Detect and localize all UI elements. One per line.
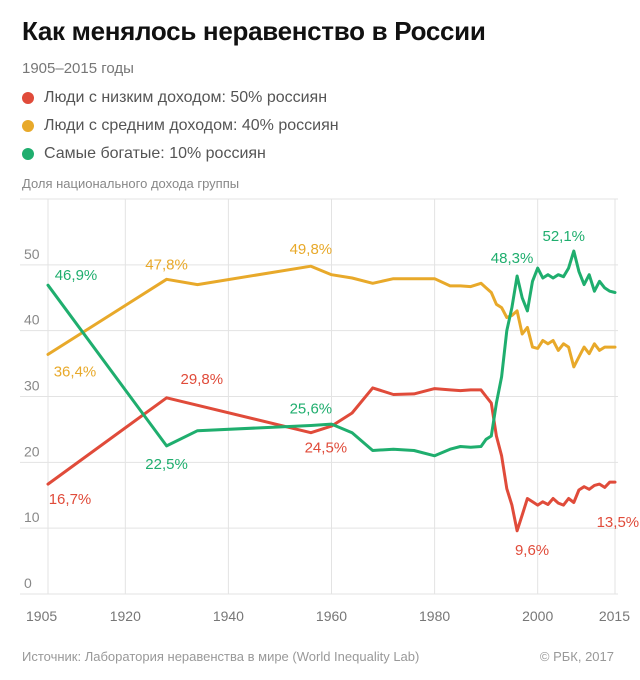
y-axis-label: Доля национального дохода группы <box>22 176 240 191</box>
chart-subtitle: 1905–2015 годы <box>22 60 134 77</box>
data-label-middle-income-1905: 36,4% <box>54 363 97 380</box>
x-tick-label-2015: 2015 <box>599 608 630 624</box>
legend-label-middle-income: Люди с средним доходом: 40% россиян <box>44 117 339 134</box>
y-tick-label-30: 30 <box>24 378 40 394</box>
data-label-richest-1905: 46,9% <box>55 267 98 284</box>
data-label-richest-2007: 52,1% <box>542 228 585 245</box>
legend-dot-low-income <box>22 92 34 104</box>
copyright: © РБК, 2017 <box>539 649 614 664</box>
data-label-low-income-1996: 9,6% <box>515 542 549 559</box>
x-tick-label-1940: 1940 <box>213 608 244 624</box>
footer: Источник: Лаборатория неравенства в мире… <box>22 649 614 664</box>
legend-item-richest: Самые богатые: 10% россиян <box>22 140 339 168</box>
legend-item-low-income: Люди с низким доходом: 50% россиян <box>22 84 339 112</box>
x-tick-label-1920: 1920 <box>110 608 141 624</box>
y-tick-label-50: 50 <box>24 246 40 262</box>
legend-label-low-income: Люди с низким доходом: 50% россиян <box>44 89 328 106</box>
data-label-low-income-2006: 13,5% <box>597 514 640 531</box>
series-line-middle-income <box>46 264 617 369</box>
legend-dot-richest <box>22 148 34 160</box>
source-note: Источник: Лаборатория неравенства в мире… <box>22 649 420 664</box>
legend: Люди с низким доходом: 50% россиян Люди … <box>22 84 339 168</box>
y-tick-label-10: 10 <box>24 509 40 525</box>
chart-title: Как менялось неравенство в России <box>22 16 486 46</box>
x-tick-label-1905: 1905 <box>26 608 57 624</box>
x-tick-label-1980: 1980 <box>419 608 450 624</box>
data-label-low-income-1956: 24,5% <box>305 440 348 457</box>
y-tick-label-20: 20 <box>24 443 40 459</box>
data-label-richest-1996: 48,3% <box>491 250 534 267</box>
line-chart: 0 10 20 30 40 50 60 1905 1920 1940 1960 1980 2000 201… <box>20 195 640 624</box>
x-tick-label-2000: 2000 <box>522 608 553 624</box>
data-label-richest-1928: 22,5% <box>145 456 188 473</box>
data-label-richest-1956: 25,6% <box>290 400 333 417</box>
y-tick-label-40: 40 <box>24 312 40 328</box>
series-line-low-income <box>46 386 617 533</box>
data-label-low-income-1905: 16,7% <box>49 491 92 508</box>
legend-label-richest: Самые богатые: 10% россиян <box>44 145 266 162</box>
legend-dot-middle-income <box>22 120 34 132</box>
data-label-low-income-1928: 29,8% <box>181 371 224 388</box>
data-label-middle-income-1956: 49,8% <box>290 241 333 258</box>
legend-item-middle-income: Люди с средним доходом: 40% россиян <box>22 112 339 140</box>
series-line-richest <box>46 249 617 458</box>
y-tick-label-0: 0 <box>24 575 32 591</box>
y-tick-label-60: 60 <box>24 195 40 196</box>
x-tick-label-1960: 1960 <box>316 608 347 624</box>
data-label-middle-income-1928: 47,8% <box>145 256 188 273</box>
